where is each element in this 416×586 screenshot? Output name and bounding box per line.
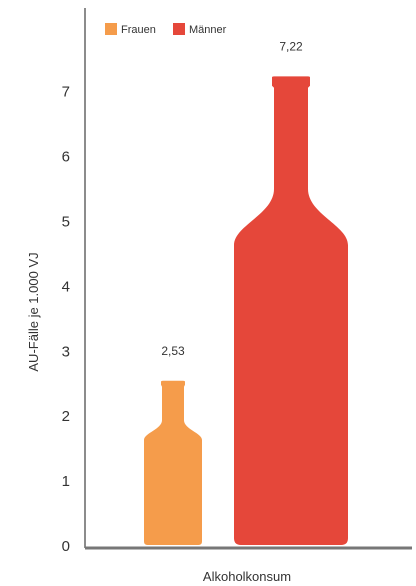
- legend-swatch-frauen: [105, 23, 117, 35]
- y-axis-title: AU-Fälle je 1.000 VJ: [26, 252, 41, 371]
- legend: Frauen Männer: [105, 23, 227, 36]
- legend-label-maenner: Männer: [189, 24, 227, 36]
- y-tick-label: 5: [62, 214, 70, 231]
- y-tick-label: 1: [62, 473, 70, 490]
- legend-swatch-maenner: [173, 23, 185, 35]
- data-label-maenner: 7,22: [279, 39, 303, 53]
- y-tick-label: 3: [62, 343, 70, 360]
- legend-label-frauen: Frauen: [121, 24, 156, 36]
- x-axis-title: Alkoholkonsum: [203, 569, 291, 584]
- data-label-frauen: 2,53: [161, 344, 185, 358]
- y-tick-label: 4: [62, 278, 70, 295]
- bar-maenner: [234, 76, 348, 545]
- y-tick-label: 2: [62, 408, 70, 425]
- y-tick-label: 6: [62, 149, 70, 166]
- y-tick-label: 0: [62, 538, 70, 555]
- y-tick-labels: 0 1 2 3 4 5 6 7: [62, 84, 70, 555]
- y-tick-label: 7: [62, 84, 70, 101]
- bar-frauen: [144, 380, 202, 545]
